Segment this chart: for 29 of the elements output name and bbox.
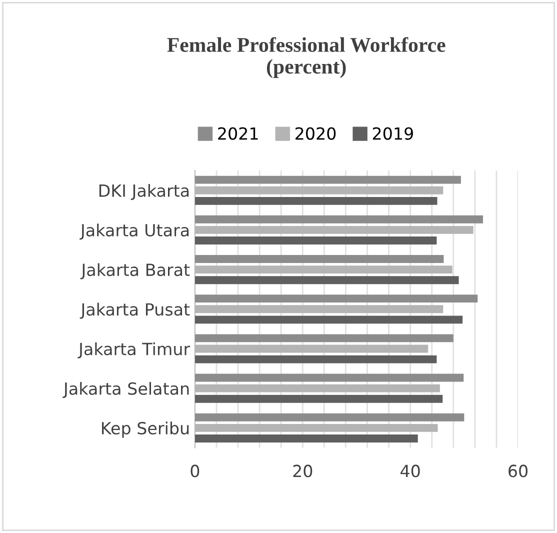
- bar: [194, 276, 459, 284]
- legend-label: 2020: [296, 127, 336, 140]
- bar: [194, 236, 437, 244]
- bar: [194, 215, 484, 224]
- y-tick-label: Jakarta Timur: [78, 342, 190, 358]
- x-tick-label: 40: [400, 464, 420, 478]
- bar: [194, 176, 461, 184]
- bar: [194, 355, 437, 364]
- y-tick-label: Jakarta Pusat: [80, 302, 190, 319]
- legend-label: 2021: [218, 127, 258, 140]
- y-tick-label: Jakarta Barat: [80, 263, 190, 280]
- bar: [194, 196, 438, 205]
- bar: [194, 434, 418, 442]
- bar: [194, 413, 464, 422]
- bar: [194, 255, 444, 263]
- x-tick-label: 60: [508, 464, 528, 478]
- bar: [194, 334, 454, 342]
- bar: [194, 294, 478, 303]
- y-tick-label: Jakarta Selatan: [62, 382, 189, 398]
- x-tick-label: 0: [190, 464, 200, 478]
- bar: [194, 374, 464, 382]
- x-tick-label: 20: [293, 464, 312, 478]
- bar: [194, 394, 443, 403]
- chart-title: Female Professional Workforce (percent): [167, 37, 446, 78]
- bar: [194, 316, 463, 324]
- legend-label: 2019: [372, 127, 413, 140]
- y-tick-label: DKI Jakarta: [99, 184, 189, 200]
- y-tick-label: Kep Seribu: [102, 422, 189, 438]
- y-tick-label: Jakarta Utara: [80, 224, 189, 240]
